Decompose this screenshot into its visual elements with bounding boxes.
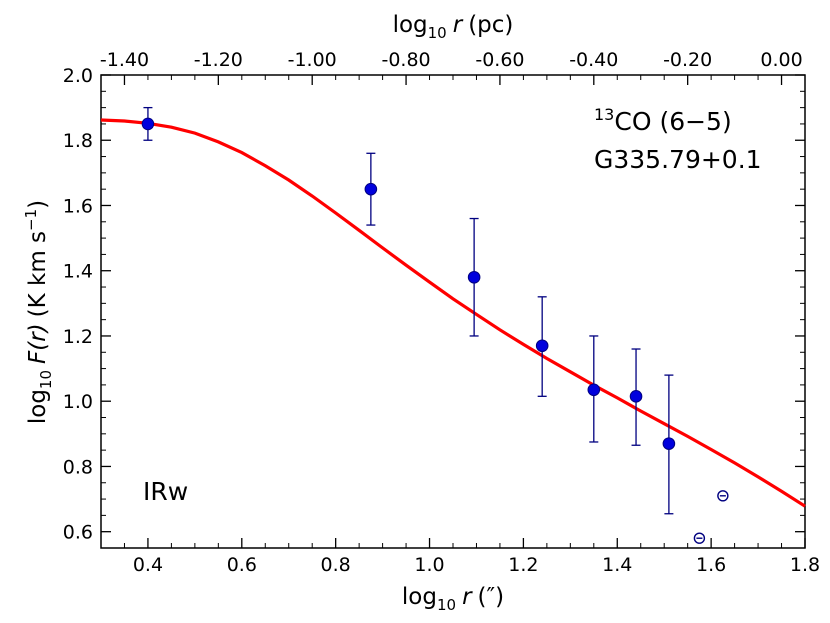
x-tick-label: 0.4 [133, 554, 163, 576]
points-layer [141, 106, 729, 544]
top-tick-label: -0.20 [663, 49, 712, 71]
y-tick-label: 1.6 [63, 195, 93, 217]
y-tick-label: 0.8 [63, 456, 93, 478]
top-tick-label: -1.20 [194, 49, 243, 71]
region-label: IRw [143, 477, 188, 506]
x-tick-label: 1.4 [602, 554, 632, 576]
top-tick-label: -0.60 [475, 49, 524, 71]
top-tick-label: -0.80 [381, 49, 430, 71]
source-label: G335.79+0.1 [594, 145, 762, 174]
data-point [467, 270, 481, 284]
x-tick-label: 1.6 [696, 554, 726, 576]
y-tick-label: 1.2 [63, 326, 93, 348]
x-tick-label: 1.2 [508, 554, 538, 576]
top-tick-label: -1.00 [288, 49, 337, 71]
top-tick-label: -1.40 [100, 49, 149, 71]
fit-curve [100, 118, 806, 508]
top-tick-label: -0.40 [569, 49, 618, 71]
top-tick-label: 0.00 [760, 49, 802, 71]
fit-layer [100, 118, 806, 508]
x-tick-label: 0.6 [227, 554, 257, 576]
y-tick-label: 1.0 [63, 391, 93, 413]
x-axis-title: log10 r (″) [402, 584, 504, 614]
y-axis-title: log10F(r)(K km s−1) [22, 200, 55, 424]
data-point [629, 390, 643, 403]
y-tick-label: 1.8 [63, 130, 93, 152]
data-point [141, 117, 155, 131]
y-tick-label: 0.6 [63, 522, 93, 544]
top-axis-title: log10 r (pc) [393, 12, 514, 42]
y-tick-label: 2.0 [63, 65, 93, 87]
tick-labels: 0.4 0.6 0.8 1.0 1.2 1.4 1.6 1.8 -1.40 -1.20 -1.00 -… [63, 49, 820, 576]
line-label: 13CO (6−5) [594, 105, 732, 136]
data-point [662, 437, 676, 450]
ticks [100, 74, 806, 549]
x-tick-label: 1.8 [790, 554, 820, 576]
data-point [587, 383, 601, 397]
data-point [535, 339, 549, 353]
x-tick-label: 0.8 [321, 554, 351, 576]
y-tick-label: 1.4 [63, 261, 93, 283]
data-point [364, 182, 378, 196]
x-tick-label: 1.0 [414, 554, 444, 576]
